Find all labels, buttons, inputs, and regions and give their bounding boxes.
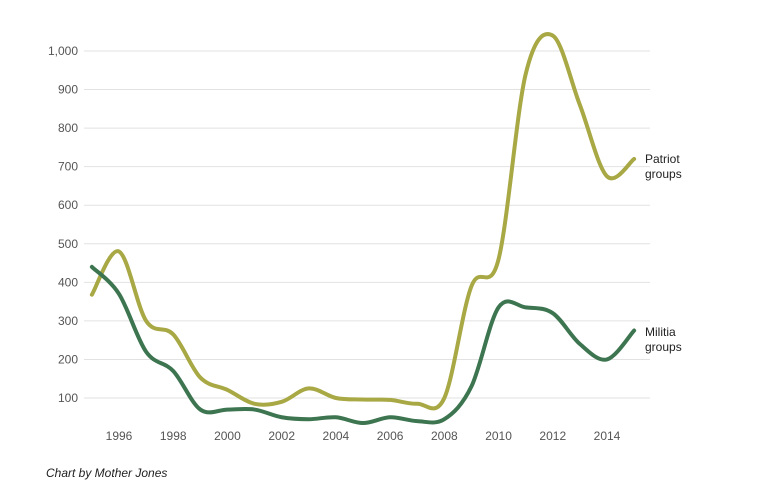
y-axis-tick-labels: 100 200 300 400 500 600 700 800 900 1,000: [48, 44, 78, 405]
y-tick-label: 300: [58, 314, 78, 328]
series-label: Patriot: [645, 152, 680, 166]
y-tick-label: 500: [58, 237, 78, 251]
chart-credit: Chart by Mother Jones: [46, 466, 168, 480]
y-tick-label: 200: [58, 352, 78, 366]
series-label: Militia: [645, 325, 676, 339]
y-tick-label: 700: [58, 160, 78, 174]
x-tick-label: 2012: [539, 429, 566, 443]
x-tick-label: 2014: [594, 429, 621, 443]
x-tick-label: 2006: [377, 429, 404, 443]
x-tick-label: 2000: [214, 429, 241, 443]
y-tick-label: 1,000: [48, 44, 78, 58]
x-tick-label: 2010: [485, 429, 512, 443]
y-tick-label: 600: [58, 198, 78, 212]
x-tick-label: 1996: [106, 429, 133, 443]
series-lines: [89, 32, 637, 426]
series-line-militia: [89, 264, 637, 426]
series-label: groups: [645, 167, 682, 181]
x-tick-label: 2008: [431, 429, 458, 443]
x-tick-label: 2004: [323, 429, 350, 443]
x-axis-tick-labels: 1996 1998 2000 2002 2004 2006 2008 2010 2012 2014: [106, 429, 621, 443]
y-tick-label: 400: [58, 275, 78, 289]
x-tick-label: 1998: [160, 429, 187, 443]
y-tick-label: 100: [58, 391, 78, 405]
x-tick-label: 2002: [268, 429, 295, 443]
gridlines: [84, 50, 650, 399]
y-tick-label: 800: [58, 121, 78, 135]
series-line-patriot: [89, 32, 637, 411]
y-tick-label: 900: [58, 83, 78, 97]
series-label: groups: [645, 340, 682, 354]
